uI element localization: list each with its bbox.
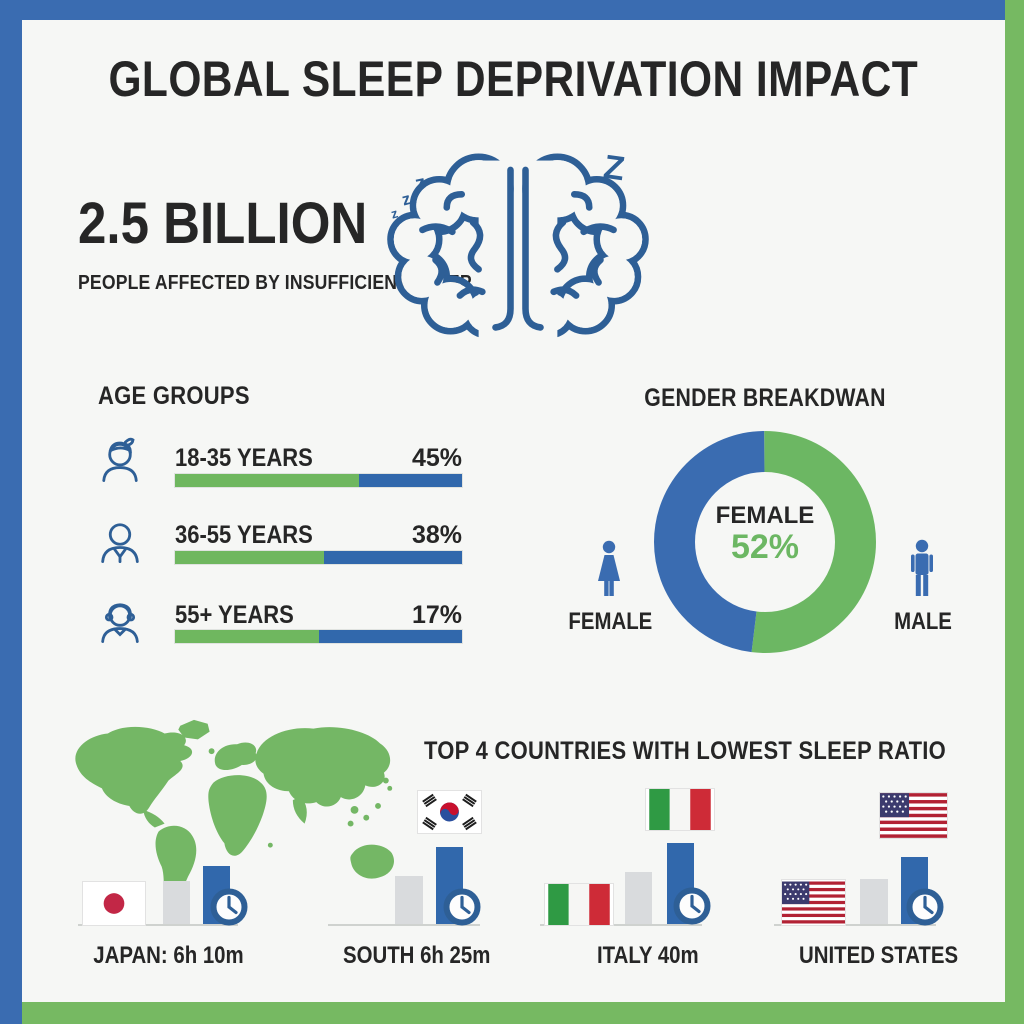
bar-blue-segment bbox=[358, 474, 462, 487]
frame-right-bar bbox=[1005, 0, 1024, 1024]
italy-gray-bar bbox=[625, 872, 652, 924]
countries-heading: TOP 4 COUNTRIES WITH LOWEST SLEEP RATIO bbox=[424, 737, 947, 765]
bar-green-segment bbox=[175, 630, 319, 643]
country-label-italy: ITALY 40m bbox=[596, 942, 699, 969]
japan-gray-bar bbox=[163, 881, 190, 924]
baseline-japan bbox=[78, 924, 238, 926]
clock-icon bbox=[443, 888, 481, 926]
donut-segment-male bbox=[654, 431, 876, 653]
page-title: GLOBAL SLEEP DEPRIVATION IMPACT bbox=[108, 51, 919, 107]
age-row-label: 36-55 YEARS bbox=[175, 521, 313, 549]
clock-icon bbox=[673, 887, 711, 925]
female-pictogram-icon bbox=[598, 540, 620, 596]
donut-center-text: FEMALE 52% bbox=[654, 502, 876, 567]
age-row-label: 18-35 YEARS bbox=[175, 444, 313, 472]
frame-bottom-bar bbox=[22, 1002, 1024, 1024]
clock-icon bbox=[906, 888, 944, 926]
stat-label: PEOPLE AFFECTED BY INSUFFICIENT SLEEP bbox=[78, 272, 472, 294]
baseline-italy bbox=[540, 924, 702, 926]
male-pictogram-icon bbox=[911, 539, 933, 596]
donut-center-label: FEMALE bbox=[715, 502, 815, 529]
age-row-label: 55+ YEARS bbox=[175, 601, 294, 629]
italy-flag-icon bbox=[545, 884, 613, 925]
brain-left-hemisphere bbox=[387, 153, 514, 343]
age-bar-2 bbox=[175, 630, 462, 643]
country-label-south-korea: SOUTH 6h 25m bbox=[343, 942, 491, 969]
bar-green-segment bbox=[175, 474, 359, 487]
bar-green-segment bbox=[175, 551, 325, 564]
frame-top-bar bbox=[0, 0, 1006, 20]
japan-flag-icon bbox=[83, 882, 145, 925]
adult-person-icon bbox=[101, 523, 139, 563]
senior-person-icon bbox=[101, 603, 139, 643]
country-label-united-states: UNITED STATES bbox=[799, 942, 959, 969]
female-label: FEMALE bbox=[568, 608, 653, 635]
age-bar-1 bbox=[175, 551, 462, 564]
world-map bbox=[75, 719, 410, 898]
age-bar-0 bbox=[175, 474, 462, 487]
age-row-value: 17% bbox=[411, 601, 462, 629]
stat-value: 2.5 BILLION bbox=[78, 191, 368, 256]
gender-heading: GENDER BREAKDWAN bbox=[644, 384, 886, 412]
bar-blue-segment bbox=[324, 551, 462, 564]
gender-donut-chart bbox=[654, 431, 876, 653]
age-groups-heading: AGE GROUPS bbox=[98, 382, 250, 410]
young-person-icon bbox=[102, 437, 138, 482]
united-states-gray-bar bbox=[860, 879, 888, 924]
male-label: MALE bbox=[893, 608, 952, 635]
age-row-value: 38% bbox=[411, 521, 462, 549]
country-label-japan: JAPAN: 6h 10m bbox=[93, 942, 244, 969]
clock-icon bbox=[210, 888, 248, 926]
italy-flag-icon bbox=[646, 789, 714, 830]
donut-center-value: 52% bbox=[730, 528, 800, 567]
bar-blue-segment bbox=[318, 630, 462, 643]
age-row-value: 45% bbox=[411, 444, 462, 472]
south-korea-flag-icon bbox=[418, 791, 481, 833]
baseline-united-states bbox=[774, 924, 936, 926]
frame-left-bar bbox=[0, 0, 22, 1024]
sleeping-brain-icon: z z z z Z bbox=[387, 148, 649, 343]
brain-right-hemisphere bbox=[522, 153, 649, 343]
united-states-flag-icon bbox=[782, 880, 845, 925]
baseline-south-korea bbox=[328, 924, 480, 926]
z-letter: z bbox=[389, 205, 400, 221]
united-states-flag-icon bbox=[880, 793, 947, 838]
south-korea-gray-bar bbox=[395, 876, 423, 924]
